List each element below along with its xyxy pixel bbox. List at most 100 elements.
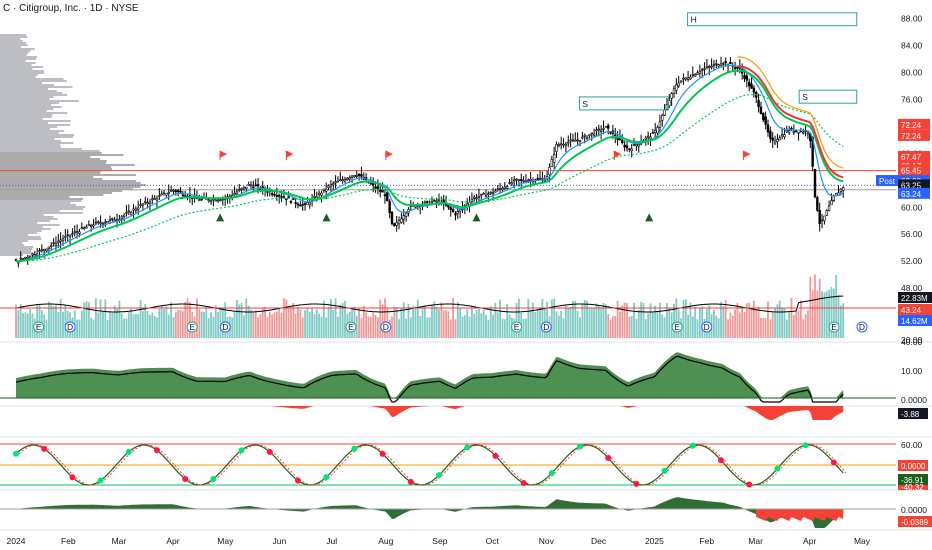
volume-profile-bar	[0, 150, 100, 152]
osc2-cross-dot	[238, 447, 245, 454]
volume-profile-bar	[0, 196, 70, 198]
volume-profile-bar	[0, 200, 82, 202]
candle	[329, 184, 333, 187]
candle	[736, 66, 739, 69]
candle	[583, 135, 586, 137]
volume-bar	[304, 310, 306, 338]
volume-bar	[280, 312, 283, 338]
osc2-cross-dot	[351, 445, 358, 452]
candle	[426, 200, 429, 203]
buy-triangle	[472, 213, 481, 222]
volume-bar	[614, 316, 617, 338]
volume-bar	[167, 314, 170, 338]
candle	[47, 246, 51, 249]
price-label-text: 63.25	[901, 181, 922, 190]
candle	[50, 244, 53, 247]
volume-profile-bar	[0, 94, 68, 96]
osc2-cross-dot	[69, 474, 76, 481]
volume-profile-bar	[0, 192, 113, 194]
candle	[209, 200, 213, 202]
volume-bar	[177, 310, 180, 338]
candle	[555, 144, 558, 152]
candle	[303, 203, 307, 205]
candle	[45, 248, 48, 252]
volume-bar	[57, 312, 60, 338]
osc2-cross-dot	[492, 452, 499, 459]
volume-bar	[689, 302, 692, 338]
candle	[745, 75, 749, 81]
candle	[473, 196, 476, 199]
volume-bar	[146, 310, 149, 338]
volume-bar	[501, 318, 504, 338]
osc2-cross-dot	[13, 450, 19, 457]
candle	[71, 233, 74, 235]
volume-bar	[612, 316, 614, 338]
volume-label-text: 43.24	[901, 306, 922, 315]
volume-bar	[99, 299, 102, 338]
volume-bar	[214, 305, 217, 338]
volume-bar	[17, 310, 20, 338]
volume-profile-bar	[0, 70, 45, 72]
price-label-bg	[898, 179, 930, 191]
volume-bar	[181, 311, 184, 338]
price-axis-tick-label: 52.00	[901, 256, 923, 266]
volume-bar	[783, 307, 786, 338]
candle	[437, 199, 441, 202]
candle	[522, 180, 525, 182]
volume-bar	[684, 299, 687, 338]
volume-bar	[447, 311, 450, 338]
volume-bar	[398, 319, 400, 338]
volume-bar	[835, 275, 838, 338]
candle	[729, 62, 732, 65]
volume-bar	[731, 315, 734, 338]
volume-bar	[92, 319, 95, 338]
volume-bar	[31, 313, 34, 338]
volume-bar	[696, 319, 699, 338]
candle	[794, 130, 798, 133]
candle	[449, 207, 452, 210]
candle	[179, 190, 182, 193]
candle	[451, 209, 455, 212]
volume-bar	[440, 302, 443, 338]
volume-bar	[287, 308, 290, 338]
earnings-marker	[33, 321, 45, 333]
candle	[155, 198, 159, 201]
candle	[606, 125, 610, 129]
volume-bar	[583, 299, 586, 338]
volume-bar	[698, 308, 701, 338]
candle	[207, 199, 210, 202]
volume-bar	[602, 303, 605, 338]
volume-bar	[243, 315, 245, 338]
volume-bar	[247, 305, 250, 338]
volume-bar	[720, 301, 722, 338]
ema-ribbon-down-line	[737, 65, 844, 179]
volume-bar	[332, 310, 335, 338]
volume-bar	[377, 317, 379, 338]
candle	[766, 124, 770, 133]
candle	[167, 192, 170, 194]
volume-bar	[245, 298, 248, 338]
sell-flag	[385, 150, 393, 161]
volume-bar	[186, 298, 189, 338]
volume-profile-bar	[0, 206, 86, 208]
volume-bar	[628, 316, 631, 338]
volume-bar	[656, 311, 659, 338]
volume-bar	[482, 309, 485, 338]
candle	[778, 137, 781, 141]
candle	[350, 175, 354, 178]
volume-bar	[748, 302, 751, 338]
volume-bar	[405, 318, 407, 338]
candle	[505, 186, 509, 189]
osc2-cross-dot	[407, 478, 414, 485]
osc2-last-value: -36.91	[901, 476, 924, 485]
price-label-bg	[898, 150, 930, 162]
price-label-tag-bg	[876, 175, 898, 187]
volume-profile-bar	[0, 166, 112, 168]
candle	[693, 74, 697, 77]
volume-bar	[170, 302, 172, 338]
volume-profile-bar	[0, 222, 38, 224]
volume-bar	[651, 312, 654, 338]
volume-profile-bar	[0, 214, 44, 216]
volume-profile-bar	[0, 134, 75, 136]
